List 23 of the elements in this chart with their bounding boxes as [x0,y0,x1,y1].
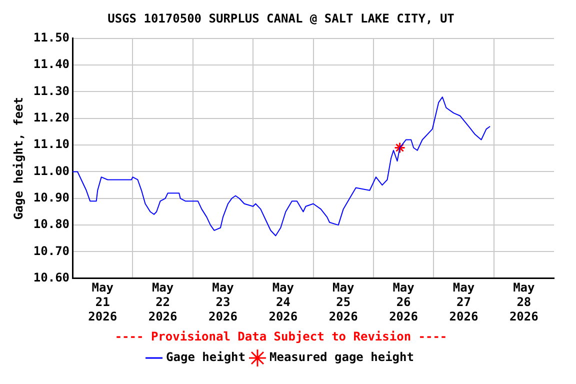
y-tick-label: 11.20 [33,110,70,125]
y-tick-label: 11.40 [33,57,70,72]
x-tick-label: May 28 2026 [509,280,538,324]
y-tick-label: 11.50 [33,30,70,45]
x-tick-label: May 23 2026 [208,280,238,324]
y-tick-label: 10.60 [33,270,70,285]
y-axis-title: Gage height, feet [11,96,26,220]
y-tick-label: 10.90 [33,190,70,205]
x-tick-label: May 21 2026 [88,280,118,324]
y-tick-label: 11.30 [33,84,70,98]
x-tick-label: May 27 2026 [449,280,478,324]
chart-title: USGS 10170500 SURPLUS CANAL @ SALT LAKE CITY, UT [108,11,454,26]
y-tick-label: 11.00 [33,164,70,178]
x-tick-label: May 25 2026 [328,280,358,324]
x-tick-label: May 24 2026 [268,280,298,324]
x-tick-label: May 22 2026 [148,280,178,324]
y-tick-label: 11.10 [33,137,70,152]
text: ---- Provisional Data Subject to Revision ---- [114,330,448,344]
x-tick-label: May 26 2026 [389,280,418,324]
legend-label: Gage height [166,350,246,364]
y-tick-label: 10.80 [33,217,70,232]
y-tick-label: 10.70 [33,244,70,258]
legend-label: Measured gage height [269,350,414,364]
